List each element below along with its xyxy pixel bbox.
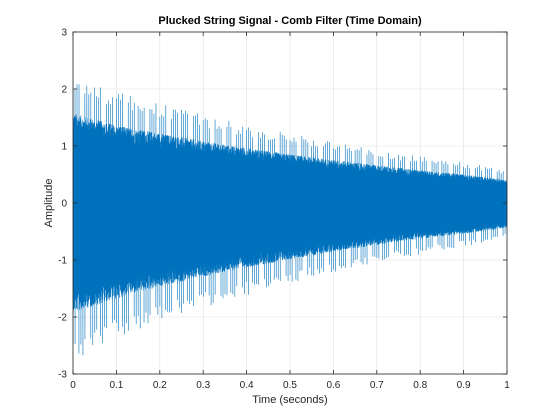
y-tick-label: -2	[58, 313, 67, 324]
x-tick-label: 1	[504, 380, 510, 391]
y-tick-label: 3	[61, 28, 67, 39]
tick-labels: 0 0.1 0.2 0.3 0.4 0.5 0.6 0.7 0.8 0.9 1 -3 -2 -1 0 1 2 3	[58, 28, 510, 392]
y-tick-label: 2	[61, 85, 67, 96]
axis-ticks	[72, 31, 508, 375]
chart-title: Plucked String Signal - Comb Filter (Tim…	[158, 15, 422, 27]
x-tick-label: 0.6	[326, 380, 340, 391]
x-tick-label: 0	[70, 380, 76, 391]
plot-area	[73, 81, 507, 356]
y-tick-label: -3	[58, 370, 67, 381]
y-axis-label: Amplitude	[43, 179, 55, 228]
x-tick-label: 0.4	[240, 380, 254, 391]
y-tick-label: 1	[61, 142, 67, 153]
x-tick-label: 0.5	[283, 380, 297, 391]
series-layer	[73, 81, 507, 356]
x-tick-label: 0.3	[196, 380, 210, 391]
x-axis-label: Time (seconds)	[252, 394, 327, 406]
y-tick-label: -1	[58, 256, 67, 267]
x-tick-label: 0.7	[370, 380, 384, 391]
x-tick-label: 0.9	[457, 380, 471, 391]
x-tick-label: 0.2	[153, 380, 167, 391]
x-tick-label: 0.8	[413, 380, 427, 391]
x-tick-label: 0.1	[109, 380, 123, 391]
y-tick-label: 0	[61, 199, 67, 210]
series-line	[73, 81, 507, 356]
